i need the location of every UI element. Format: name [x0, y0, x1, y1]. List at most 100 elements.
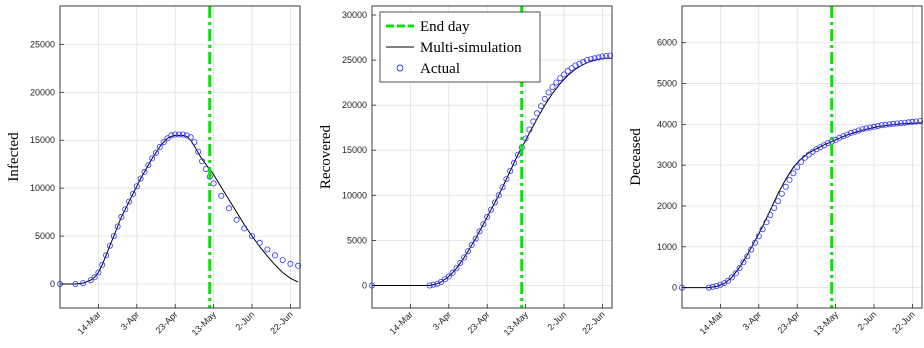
actual-point [426, 282, 433, 289]
y-tick-label: 1000 [657, 242, 677, 252]
y-axis-label: Recovered [318, 124, 334, 189]
x-tick-label: 23-Apr [775, 309, 801, 335]
actual-point [728, 274, 735, 281]
actual-point [126, 198, 133, 205]
actual-point [72, 280, 79, 287]
actual-point [122, 206, 129, 213]
x-tick-label: 22-Jun [580, 309, 607, 336]
actual-point [445, 273, 452, 280]
actual-point [248, 233, 255, 240]
actual-point [225, 205, 232, 212]
actual-point [160, 139, 167, 146]
actual-point [218, 192, 225, 199]
actual-point [584, 57, 591, 64]
actual-point [164, 135, 171, 142]
actual-point [705, 284, 712, 291]
plot-area [682, 6, 922, 308]
actual-point [271, 252, 278, 259]
actual-point [897, 120, 904, 127]
x-tick-label: 14-Mar [76, 309, 103, 336]
actual-point [457, 259, 464, 266]
actual-point [99, 261, 106, 268]
y-tick-label: 6000 [657, 38, 677, 48]
x-tick-label: 23-Apr [153, 309, 179, 335]
actual-point [557, 75, 564, 82]
actual-point [782, 183, 789, 190]
simulation-line [372, 57, 612, 286]
actual-point [851, 128, 858, 135]
actual-point [874, 123, 881, 130]
actual-point [717, 281, 724, 288]
x-tick-label: 14-Mar [388, 309, 415, 336]
actual-point [137, 175, 144, 182]
recovered-panel: 0 5000 10000 15000 20000 25000 30000 14-Mar 3-Ap… [318, 5, 614, 338]
actual-point [133, 183, 140, 190]
actual-point [118, 213, 125, 220]
actual-point [95, 269, 102, 276]
actual-point [744, 253, 751, 260]
axes-frame [681, 5, 923, 309]
actual-point [732, 270, 739, 277]
actual-point [882, 121, 889, 128]
y-tick-label: 20000 [342, 100, 367, 110]
x-tick-label: 13-May [502, 309, 531, 338]
actual-point [871, 123, 878, 130]
actual-point [763, 219, 770, 226]
actual-point [487, 206, 494, 213]
actual-point [187, 134, 194, 141]
actual-point [106, 242, 113, 249]
actual-point [141, 168, 148, 175]
actual-point [798, 158, 805, 165]
actual-point [152, 149, 159, 156]
actual-point [836, 134, 843, 141]
actual-point [553, 79, 560, 86]
y-tick-label: 20000 [30, 87, 55, 97]
actual-point [580, 58, 587, 65]
x-tick-label: 3-Apr [741, 309, 764, 332]
simulation-line [60, 134, 299, 285]
actual-point [195, 148, 202, 155]
actual-point [709, 283, 716, 290]
actual-point [794, 164, 801, 171]
legend: End day Multi-simulation Actual [379, 11, 541, 83]
actual-point [476, 228, 483, 235]
actual-point [740, 259, 747, 266]
actual-point [576, 60, 583, 67]
y-tick-label: 2000 [657, 201, 677, 211]
actual-point [530, 118, 537, 125]
x-tick-label: 23-Apr [465, 309, 491, 335]
actual-point [183, 132, 190, 139]
actual-point [464, 248, 471, 255]
x-tick-label: 13-May [190, 309, 219, 338]
legend-label: Actual [420, 61, 460, 77]
actual-point [607, 52, 614, 59]
actual-point [507, 167, 514, 174]
actual-point [499, 184, 506, 191]
actual-point [775, 198, 782, 205]
actual-point [909, 118, 916, 125]
actual-point [595, 54, 602, 61]
actual-point [430, 281, 437, 288]
actual-point [449, 269, 456, 276]
actual-point [759, 226, 766, 233]
infected-panel: 0 5000 10000 15000 20000 25000 14-Mar 3-Apr 23-A… [6, 5, 302, 338]
actual-point [538, 103, 545, 110]
actual-point [778, 190, 785, 197]
actual-point [844, 131, 851, 138]
actual-point [890, 120, 897, 127]
actual-point [256, 239, 263, 246]
x-tick-label: 13-May [812, 309, 841, 338]
actual-point [441, 276, 448, 283]
legend-swatch-actual [396, 64, 404, 72]
actual-point [894, 120, 901, 127]
actual-point [786, 176, 793, 183]
plot-area [60, 6, 300, 308]
actual-point [591, 55, 598, 62]
actual-point [279, 257, 286, 264]
actual-point [149, 155, 156, 162]
actual-point [549, 84, 556, 91]
actual-point [725, 277, 732, 284]
actual-point [468, 241, 475, 248]
actual-point [901, 119, 908, 126]
actual-point [587, 56, 594, 63]
